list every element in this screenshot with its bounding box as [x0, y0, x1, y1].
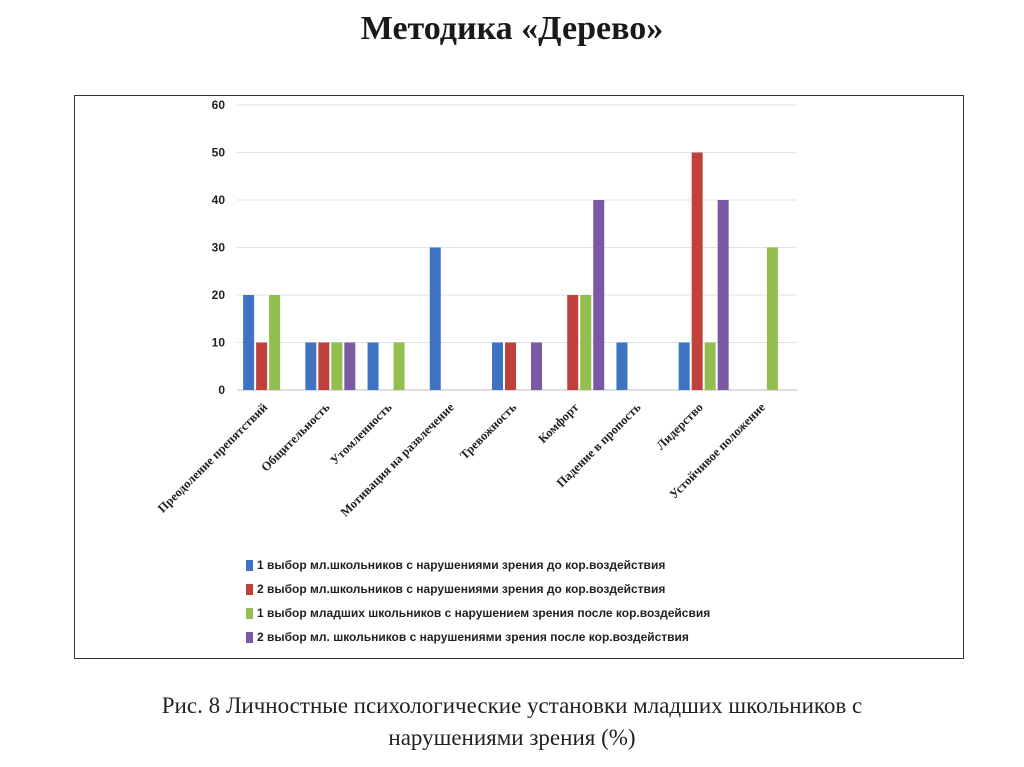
- y-tick-label: 40: [212, 193, 226, 207]
- bar: [580, 295, 592, 390]
- y-tick-label: 30: [212, 241, 226, 255]
- x-tick-label: Утомленность: [327, 400, 395, 468]
- y-tick-label: 60: [212, 98, 226, 112]
- bar: [717, 200, 729, 390]
- y-tick-label: 20: [212, 288, 226, 302]
- legend-label: 2 выбор мл. школьников с нарушениями зре…: [257, 630, 689, 644]
- y-tick-label: 50: [212, 146, 226, 160]
- legend-label: 1 выбор мл.школьников с нарушениями зрен…: [257, 558, 666, 572]
- legend-label: 2 выбор мл.школьников с нарушениями зрен…: [257, 582, 666, 596]
- y-tick-label: 0: [218, 383, 225, 397]
- legend-swatch: [246, 583, 253, 595]
- chart-frame: [74, 95, 964, 659]
- bar: [505, 342, 516, 390]
- legend-label: 1 выбор младших школьников с нарушением …: [257, 606, 711, 620]
- bar: [593, 200, 605, 390]
- legend-item: 2 выбор мл. школьников с нарушениями зре…: [246, 625, 710, 649]
- bar: [492, 342, 503, 390]
- legend-swatch: [246, 607, 253, 619]
- x-tick-label: Преодоление препятствий: [155, 400, 270, 515]
- x-tick-label: Тревожность: [457, 400, 519, 462]
- legend-item: 1 выбор мл.школьников с нарушениями зрен…: [246, 553, 710, 577]
- legend-item: 1 выбор младших школьников с нарушением …: [246, 601, 710, 625]
- x-tick-label: Комфорт: [536, 400, 582, 446]
- slide-title: Методика «Дерево»: [360, 10, 664, 47]
- caption-line-2: нарушениями зрения (%): [388, 725, 636, 750]
- bar: [616, 342, 628, 390]
- caption-line-1: Рис. 8 Личностные психологические устано…: [161, 693, 863, 718]
- bar: [318, 342, 330, 390]
- legend-swatch: [246, 631, 253, 643]
- bar: [429, 247, 441, 390]
- figure-caption: Рис. 8 Личностные психологические устано…: [0, 690, 1024, 754]
- bar: [704, 342, 716, 390]
- bar: [691, 152, 703, 390]
- bar: [367, 342, 379, 390]
- bar: [531, 342, 542, 390]
- x-tick-label: Мотивация на развлечение: [338, 400, 457, 519]
- bar: [256, 342, 268, 390]
- bar: [305, 342, 317, 390]
- bar: [243, 295, 255, 390]
- legend-item: 2 выбор мл.школьников с нарушениями зрен…: [246, 577, 710, 601]
- x-tick-label: Общительность: [258, 400, 332, 474]
- y-tick-label: 10: [212, 336, 226, 350]
- bar: [393, 342, 405, 390]
- bar: [344, 342, 356, 390]
- bar: [269, 295, 281, 390]
- x-tick-label: Лидерство: [653, 400, 705, 452]
- bar: [678, 342, 690, 390]
- bar: [331, 342, 343, 390]
- chart-legend: 1 выбор мл.школьников с нарушениями зрен…: [246, 553, 710, 649]
- bar: [567, 295, 579, 390]
- bar: [766, 247, 778, 390]
- legend-swatch: [246, 559, 253, 571]
